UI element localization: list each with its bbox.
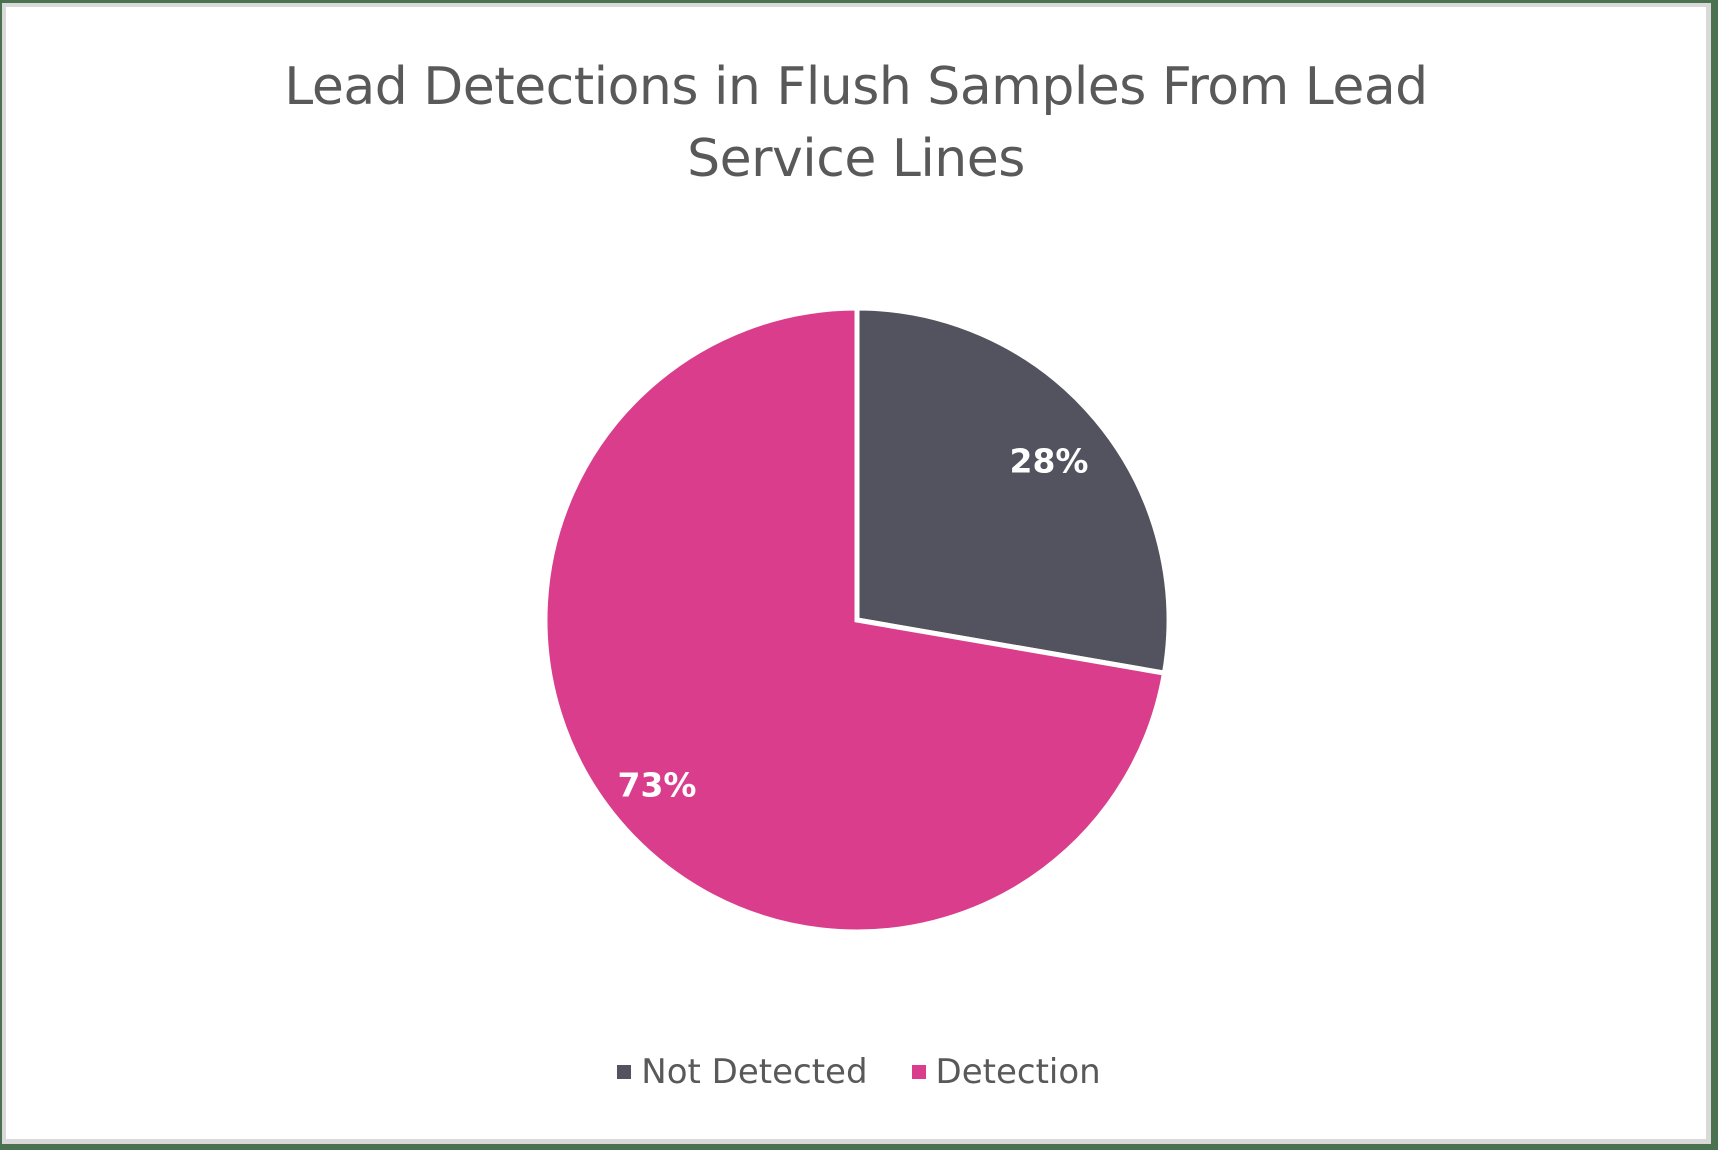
pie-slice-not-detected[interactable] — [854, 305, 1172, 677]
pie-slices — [542, 305, 1172, 935]
chart-title-line-1: Lead Detections in Flush Samples From Le… — [284, 57, 1428, 117]
pie-slice-detection[interactable] — [542, 305, 1168, 935]
legend-label-not-detected: Not Detected — [641, 1052, 868, 1092]
data-label-detection: 73% — [617, 765, 697, 805]
chart-title: Lead Detections in Flush Samples From Le… — [6, 51, 1706, 195]
legend: Not Detected Detection — [0, 1052, 1718, 1092]
legend-swatch-detection — [911, 1065, 926, 1079]
legend-label-detection: Detection — [935, 1052, 1101, 1092]
data-label-not-detected: 28% — [1009, 441, 1089, 481]
chart-title-line-2: Service Lines — [687, 129, 1025, 189]
legend-item-not-detected[interactable]: Not Detected — [617, 1052, 868, 1092]
legend-swatch-not-detected — [617, 1065, 632, 1079]
legend-item-detection[interactable]: Detection — [911, 1052, 1101, 1092]
